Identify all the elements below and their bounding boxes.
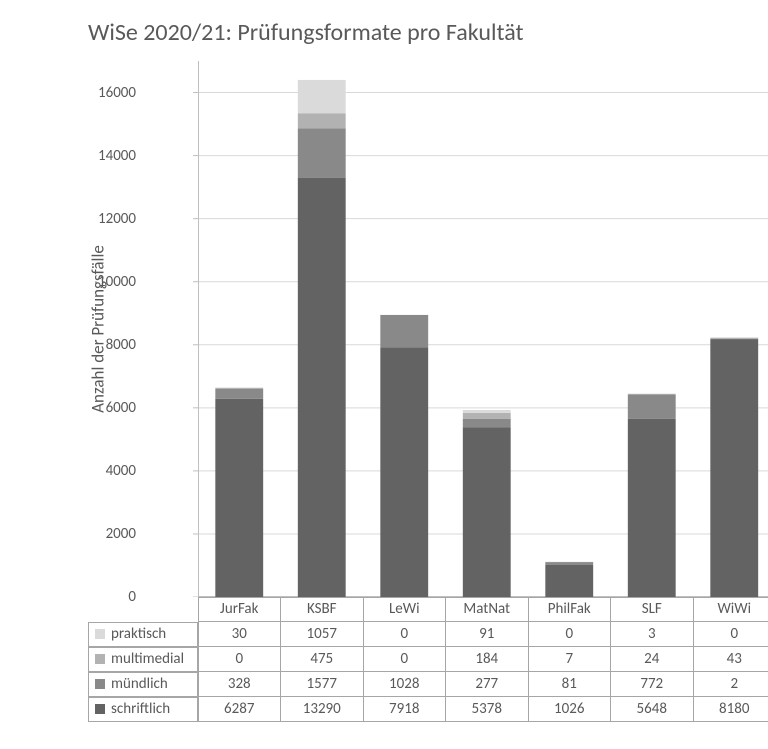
y-tick: 0 — [128, 588, 136, 606]
bar-JurFak-schriftlich — [215, 399, 263, 597]
table-cell: 0 — [363, 647, 446, 672]
bar-KSBF-multimedial — [298, 113, 346, 128]
bar-SLF-muendlich — [628, 395, 676, 419]
table-row: praktisch301057091030 — [88, 622, 768, 647]
chart-title: WiSe 2020/21: Prüfungsformate pro Fakult… — [88, 18, 748, 47]
table-cell: 7918 — [363, 697, 446, 722]
bar-SLF-multimedial — [628, 394, 676, 395]
y-tick: 12000 — [98, 210, 136, 228]
bar-PhilFak-muendlich — [545, 562, 593, 565]
table-cell: 772 — [611, 672, 694, 697]
table-cell: 0 — [363, 622, 446, 647]
bar-MatNat-multimedial — [463, 413, 511, 419]
y-tick: 4000 — [106, 462, 136, 480]
bar-LeWi-muendlich — [380, 315, 428, 347]
legend-label: praktisch — [111, 625, 166, 643]
legend-multimedial: multimedial — [88, 647, 198, 672]
table-row: multimedial0475018472443 — [88, 647, 768, 672]
table-cell: 1028 — [363, 672, 446, 697]
table-col-header: JurFak — [198, 598, 281, 622]
bar-KSBF-praktisch — [298, 80, 346, 113]
swatch-icon — [95, 679, 105, 689]
table-cell: 328 — [198, 672, 281, 697]
table-cell: 43 — [693, 647, 768, 672]
y-tick: 10000 — [98, 273, 136, 291]
table-col-header: LeWi — [363, 598, 446, 622]
table-cell: 5378 — [446, 697, 529, 722]
table-cell: 1057 — [281, 622, 364, 647]
table-cell: 184 — [446, 647, 529, 672]
y-axis-label: Anzahl der Prüfungsfälle — [88, 245, 109, 413]
chart-container: WiSe 2020/21: Prüfungsformate pro Fakult… — [0, 0, 768, 749]
table-cell: 2 — [693, 672, 768, 697]
bar-MatNat-praktisch — [463, 410, 511, 413]
y-tick: 8000 — [106, 336, 136, 354]
table-row: schriftlich 62871329079185378102656488180 — [88, 697, 768, 722]
bar-SLF-schriftlich — [628, 419, 676, 597]
table-cell: 30 — [198, 622, 281, 647]
table-cell: 6287 — [198, 697, 281, 722]
legend-label: mündlich — [111, 675, 168, 693]
table-col-header: MatNat — [446, 598, 529, 622]
table-cell: 91 — [446, 622, 529, 647]
legend-label: multimedial — [111, 650, 184, 668]
table-cell: 7 — [528, 647, 611, 672]
table-cell: 13290 — [281, 697, 364, 722]
table-cell: 5648 — [611, 697, 694, 722]
table-cell: 0 — [528, 622, 611, 647]
legend-schriftlich: schriftlich — [88, 697, 198, 722]
table-cell: 0 — [198, 647, 281, 672]
plot-area: Anzahl der Prüfungsfälle 020004000600080… — [88, 61, 768, 722]
table-cell: 3 — [611, 622, 694, 647]
bar-PhilFak-schriftlich — [545, 565, 593, 597]
stacked-bar-plot — [88, 61, 768, 597]
y-tick: 6000 — [106, 399, 136, 417]
swatch-icon — [95, 654, 105, 664]
bar-WiWi-schriftlich — [710, 339, 758, 597]
legend-praktisch: praktisch — [88, 622, 198, 647]
table-header-row: JurFakKSBFLeWiMatNatPhilFakSLFWiWi — [88, 598, 768, 622]
y-tick: 2000 — [106, 525, 136, 543]
legend-label: schriftlich — [111, 700, 170, 718]
table-cell: 1577 — [281, 672, 364, 697]
bar-LeWi-schriftlich — [380, 347, 428, 597]
swatch-icon — [95, 629, 105, 639]
bar-WiWi-multimedial — [710, 338, 758, 339]
table-cell: 1026 — [528, 697, 611, 722]
table-cell: 8180 — [693, 697, 768, 722]
bar-KSBF-schriftlich — [298, 178, 346, 597]
bar-MatNat-muendlich — [463, 419, 511, 428]
table-col-header: KSBF — [281, 598, 364, 622]
table-cell: 24 — [611, 647, 694, 672]
table-cell: 0 — [693, 622, 768, 647]
legend-muendlich: mündlich — [88, 672, 198, 697]
table-cell: 475 — [281, 647, 364, 672]
bar-JurFak-praktisch — [215, 387, 263, 388]
bar-JurFak-muendlich — [215, 388, 263, 398]
bar-MatNat-schriftlich — [463, 427, 511, 597]
table-cell: 277 — [446, 672, 529, 697]
table-corner — [88, 598, 198, 622]
table-row: mündlich 32815771028277817722 — [88, 672, 768, 697]
y-tick: 16000 — [98, 84, 136, 102]
table-col-header: SLF — [611, 598, 694, 622]
swatch-icon — [95, 704, 105, 714]
data-table: JurFakKSBFLeWiMatNatPhilFakSLFWiWi prakti… — [88, 597, 768, 722]
table-col-header: WiWi — [693, 598, 768, 622]
table-cell: 81 — [528, 672, 611, 697]
y-tick: 14000 — [98, 147, 136, 165]
bar-KSBF-muendlich — [298, 128, 346, 178]
table-col-header: PhilFak — [528, 598, 611, 622]
